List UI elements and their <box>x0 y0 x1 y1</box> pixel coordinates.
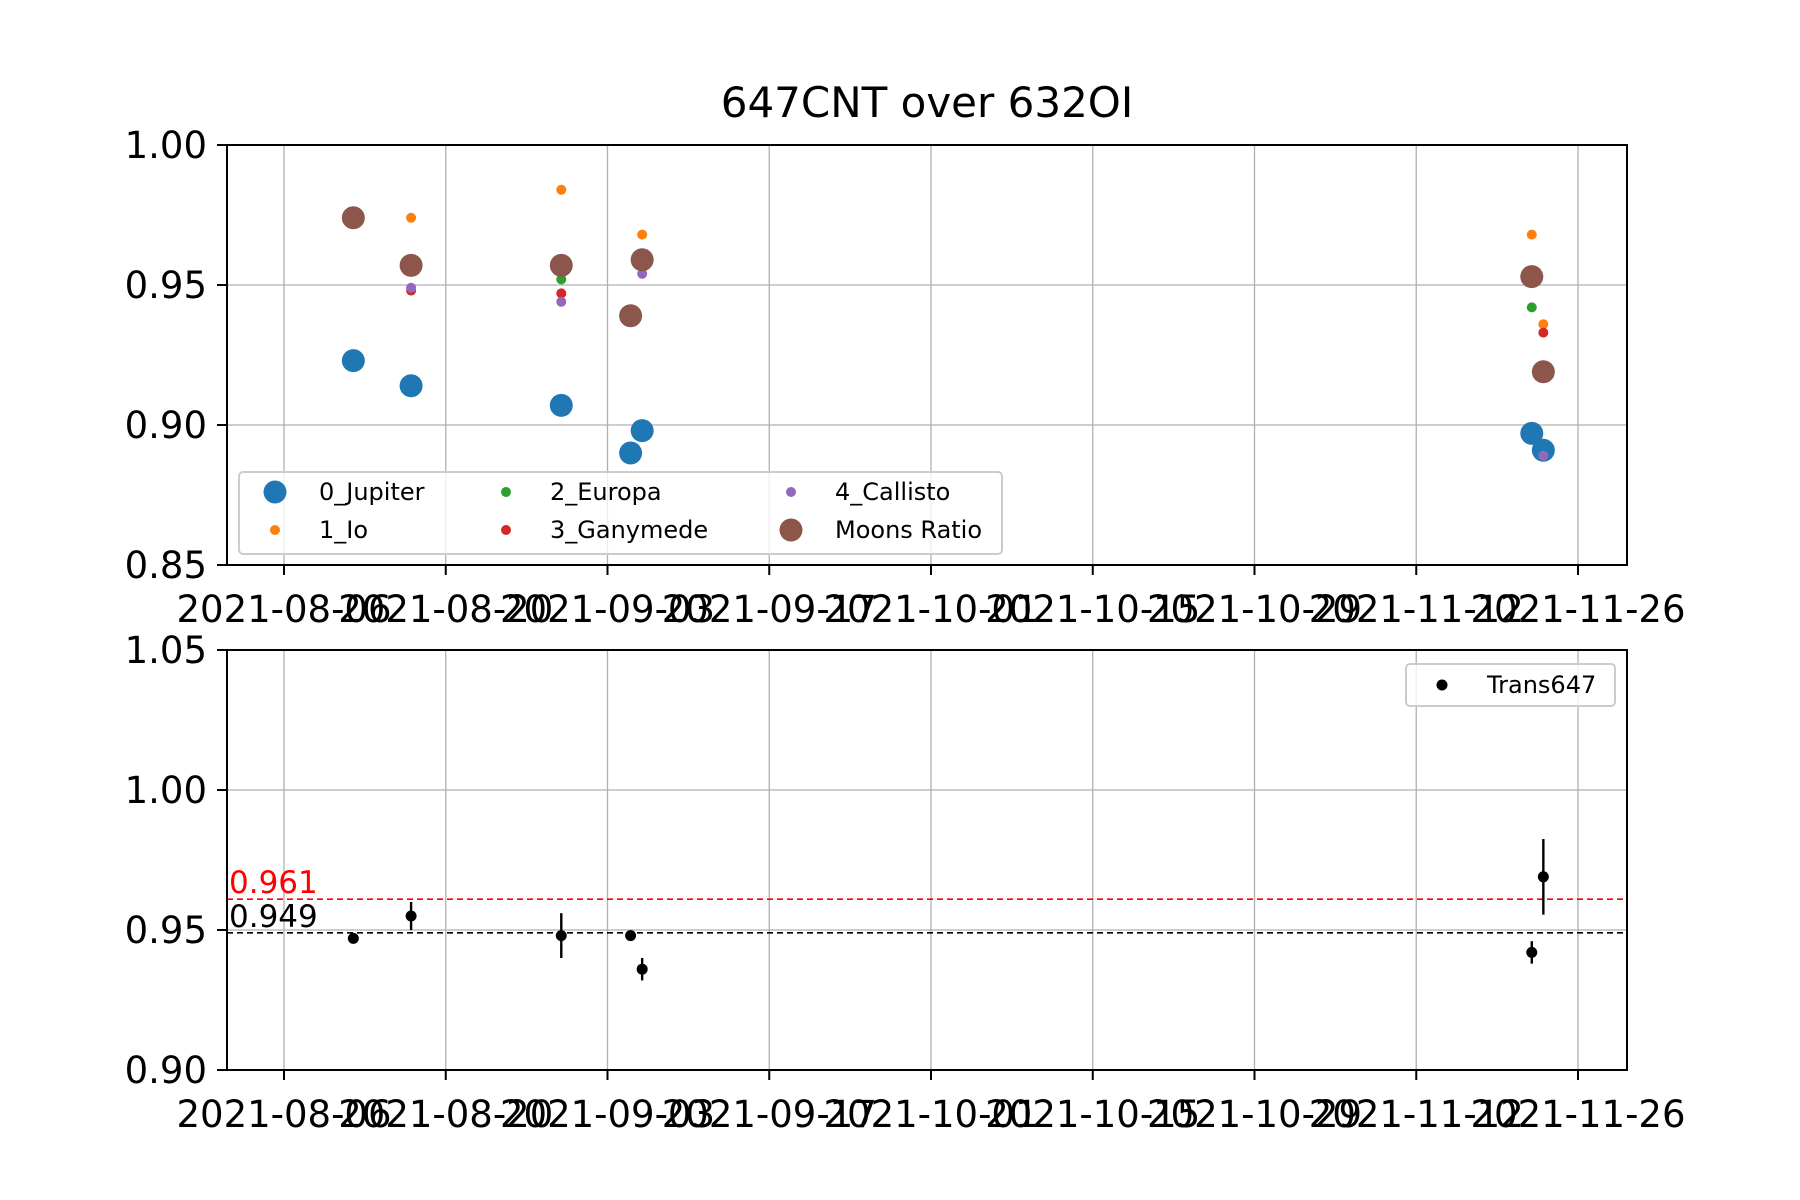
legend-label: Trans647 <box>1486 671 1596 699</box>
x-tick-label: 2021-10-29 <box>1147 588 1362 631</box>
reference-line-label: 0.949 <box>229 899 318 935</box>
y-tick-label: 0.85 <box>125 544 207 587</box>
y-tick-label: 1.00 <box>125 124 207 167</box>
legend-marker <box>1436 679 1448 691</box>
y-tick-label: 0.90 <box>125 404 207 447</box>
data-point <box>637 268 648 279</box>
legend-label: 0_Jupiter <box>319 478 425 506</box>
legend-marker <box>779 518 803 542</box>
data-point <box>399 253 423 277</box>
legend-label: Moons Ratio <box>835 516 982 544</box>
x-tick-label: 2021-11-26 <box>1470 588 1685 631</box>
bottom-panel-ticks: 2021-08-062021-08-202021-09-032021-09-17… <box>125 629 1686 1136</box>
y-tick-label: 0.90 <box>125 1049 207 1092</box>
data-point <box>1537 871 1549 883</box>
data-point <box>619 441 643 465</box>
bottom-panel-grid <box>227 650 1627 1070</box>
data-point <box>556 274 567 285</box>
x-tick-label: 2021-08-06 <box>176 588 391 631</box>
reference-line-label: 0.961 <box>229 865 318 901</box>
top-panel-legend: 0_Jupiter 1_Io 2_Europa 3_Ganymede 4_Callist… <box>238 471 1003 555</box>
x-tick-label: 2021-09-03 <box>500 1093 715 1136</box>
data-point <box>636 963 648 975</box>
data-point <box>1520 265 1544 289</box>
x-tick-label: 2021-10-15 <box>985 1093 1200 1136</box>
x-tick-label: 2021-11-12 <box>1309 1093 1524 1136</box>
top-panel-ticks: 2021-08-062021-08-202021-09-032021-09-17… <box>125 124 1686 631</box>
bottom-panel-marks <box>347 839 1549 981</box>
x-tick-label: 2021-09-17 <box>662 1093 877 1136</box>
legend-marker <box>501 525 511 535</box>
legend-marker <box>786 487 796 497</box>
x-tick-label: 2021-08-20 <box>338 1093 553 1136</box>
data-point <box>619 304 643 328</box>
data-point <box>341 206 365 230</box>
x-tick-label: 2021-08-06 <box>176 1093 391 1136</box>
x-tick-label: 2021-10-01 <box>823 1093 1038 1136</box>
y-tick-label: 0.95 <box>125 264 207 307</box>
legend-marker <box>263 480 287 504</box>
y-tick-label: 1.00 <box>125 769 207 812</box>
data-point <box>1526 229 1537 240</box>
data-point <box>549 393 573 417</box>
x-tick-label: 2021-11-12 <box>1309 588 1524 631</box>
data-point <box>637 229 648 240</box>
x-tick-label: 2021-08-20 <box>338 588 553 631</box>
x-tick-label: 2021-10-29 <box>1147 1093 1362 1136</box>
data-point <box>556 184 567 195</box>
x-tick-label: 2021-09-03 <box>500 588 715 631</box>
data-point <box>1538 319 1549 330</box>
x-tick-label: 2021-11-26 <box>1470 1093 1685 1136</box>
legend-marker <box>501 487 511 497</box>
top-panel-marks <box>341 184 1555 465</box>
legend-label: 3_Ganymede <box>550 516 708 544</box>
legend-box <box>238 471 1003 555</box>
moons-ratio-panel: 647CNT over 632OI 2021-08-062021-08-2020… <box>125 78 1686 631</box>
data-point <box>555 930 567 942</box>
data-point <box>1526 302 1537 313</box>
data-point <box>1520 421 1544 445</box>
data-point <box>406 212 417 223</box>
legend-label: 4_Callisto <box>835 478 950 506</box>
x-tick-label: 2021-09-17 <box>662 588 877 631</box>
legend-label: 2_Europa <box>550 478 662 506</box>
data-point <box>347 932 359 944</box>
top-panel-grid <box>227 145 1627 565</box>
data-point <box>406 282 417 293</box>
y-tick-label: 0.95 <box>125 909 207 952</box>
data-point <box>399 374 423 398</box>
data-point <box>630 248 654 272</box>
data-point <box>556 296 567 307</box>
bottom-panel-legend: Trans647 <box>1405 663 1616 707</box>
chart-title: 647CNT over 632OI <box>721 78 1134 127</box>
data-point <box>405 910 417 922</box>
data-point <box>341 349 365 373</box>
x-tick-label: 2021-10-15 <box>985 588 1200 631</box>
data-point <box>549 253 573 277</box>
y-tick-label: 1.05 <box>125 629 207 672</box>
x-tick-label: 2021-10-01 <box>823 588 1038 631</box>
data-point <box>1526 946 1538 958</box>
legend-label: 1_Io <box>319 516 368 544</box>
legend-marker <box>270 525 280 535</box>
data-point <box>630 419 654 443</box>
legend-box <box>1405 663 1616 707</box>
top-panel-frame <box>226 144 1628 566</box>
data-point <box>1531 360 1555 384</box>
bottom-panel-frame <box>226 649 1628 1071</box>
data-point <box>625 930 637 942</box>
data-point <box>1538 450 1549 461</box>
data-point <box>1531 438 1555 462</box>
data-point <box>556 288 567 299</box>
data-point <box>1538 327 1549 338</box>
